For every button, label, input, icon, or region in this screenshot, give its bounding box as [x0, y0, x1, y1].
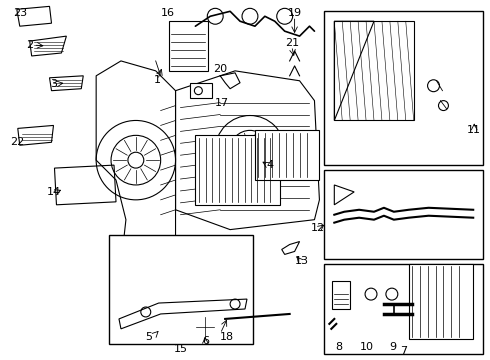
Bar — [169, 21, 208, 71]
Text: 20: 20 — [213, 64, 227, 74]
Text: 5: 5 — [145, 332, 152, 342]
Text: 3: 3 — [50, 79, 57, 89]
Bar — [196, 135, 280, 205]
Bar — [324, 11, 483, 165]
Text: 6: 6 — [202, 336, 209, 346]
Text: 23: 23 — [13, 8, 27, 18]
Text: 12: 12 — [310, 222, 324, 233]
Text: 11: 11 — [467, 125, 481, 135]
Bar — [332, 281, 350, 309]
Text: 1: 1 — [154, 75, 161, 85]
Text: 19: 19 — [288, 8, 302, 18]
Text: 7: 7 — [400, 346, 407, 356]
Bar — [109, 235, 253, 344]
Bar — [334, 21, 414, 121]
Bar — [191, 83, 212, 98]
Text: 9: 9 — [389, 342, 396, 352]
Bar — [324, 264, 483, 354]
Text: 4: 4 — [266, 160, 273, 170]
Text: 13: 13 — [294, 256, 309, 266]
Text: 22: 22 — [10, 137, 24, 147]
Text: 17: 17 — [215, 98, 229, 108]
Bar — [324, 170, 483, 260]
Text: 2: 2 — [26, 40, 33, 50]
Text: 16: 16 — [161, 8, 174, 18]
Text: 21: 21 — [286, 38, 300, 48]
Text: 14: 14 — [47, 187, 61, 197]
Text: 8: 8 — [336, 342, 343, 352]
Text: 18: 18 — [220, 332, 234, 342]
Bar — [409, 264, 473, 339]
Text: 10: 10 — [360, 342, 374, 352]
Text: 15: 15 — [173, 344, 188, 354]
Bar — [255, 130, 319, 180]
